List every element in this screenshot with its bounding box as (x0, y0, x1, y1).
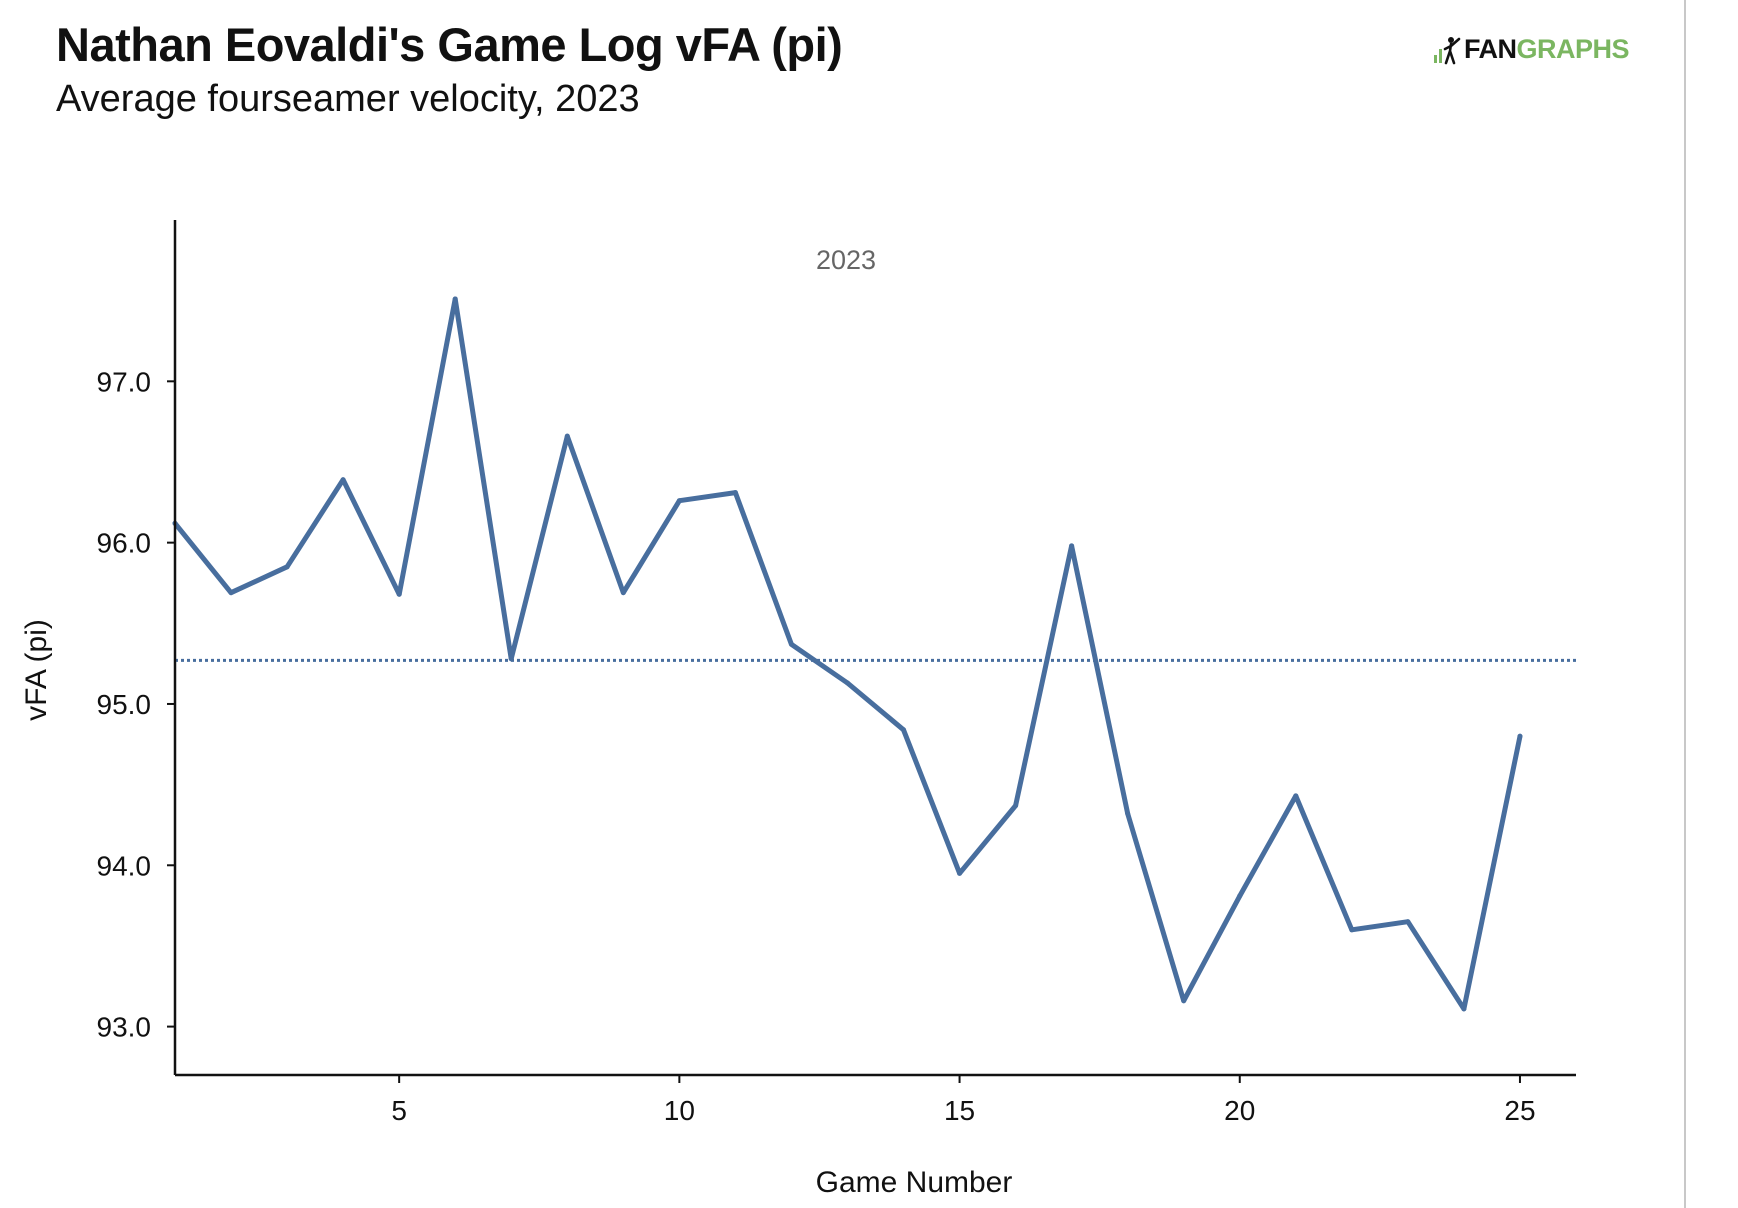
series-line (172, 296, 1523, 1012)
data-point (844, 680, 850, 686)
y-tick-label: 93.0 (97, 1012, 152, 1043)
data-point (676, 498, 682, 504)
fangraphs-logo[interactable]: FAN GRAPHS (1432, 34, 1630, 65)
right-divider (1684, 0, 1686, 1208)
data-point (957, 870, 963, 876)
data-point (1349, 927, 1355, 933)
data-point (1013, 803, 1019, 809)
y-tick-label: 95.0 (97, 689, 152, 720)
x-tick-label: 5 (391, 1095, 407, 1126)
data-point (788, 641, 794, 647)
data-point (901, 727, 907, 733)
x-tick-label: 25 (1504, 1095, 1535, 1126)
x-tick-label: 20 (1224, 1095, 1255, 1126)
logo-text-graphs: GRAPHS (1516, 34, 1630, 64)
x-tick-label: 15 (944, 1095, 975, 1126)
y-tick-label: 94.0 (97, 850, 152, 881)
data-point (1405, 919, 1411, 925)
data-point (1461, 1006, 1467, 1012)
batter-logo-icon (1434, 36, 1461, 64)
chart-header: Nathan Eovaldi's Game Log vFA (pi) Avera… (56, 14, 843, 122)
data-point (228, 590, 234, 596)
x-axis-ticks: 5 10 15 20 25 (391, 1075, 1536, 1126)
y-axis-title: vFA (pi) (20, 619, 53, 721)
data-point (284, 564, 290, 570)
data-point (732, 490, 738, 496)
data-point (452, 296, 458, 302)
chart-annotation: 2023 (816, 245, 876, 275)
x-tick-label: 10 (664, 1095, 695, 1126)
chart-title: Nathan Eovaldi's Game Log vFA (pi) (56, 18, 843, 71)
data-point (508, 656, 514, 662)
data-point (1293, 793, 1299, 799)
data-point (1125, 811, 1131, 817)
series-points (172, 296, 1523, 1012)
data-point (1069, 543, 1075, 549)
y-tick-label: 96.0 (97, 528, 152, 559)
data-point (620, 590, 626, 596)
data-point (564, 433, 570, 439)
chart-subtitle: Average fourseamer velocity, 2023 (56, 78, 640, 120)
data-point (396, 591, 402, 597)
y-tick-label: 97.0 (97, 366, 152, 397)
x-axis-title: Game Number (816, 1166, 1013, 1199)
data-point (1181, 998, 1187, 1004)
data-point (1237, 893, 1243, 899)
logo-text-fan: FAN (1464, 34, 1517, 64)
data-point (1517, 733, 1523, 739)
y-axis-ticks: 93.0 94.0 95.0 96.0 97.0 (97, 366, 175, 1043)
data-point (340, 477, 346, 483)
